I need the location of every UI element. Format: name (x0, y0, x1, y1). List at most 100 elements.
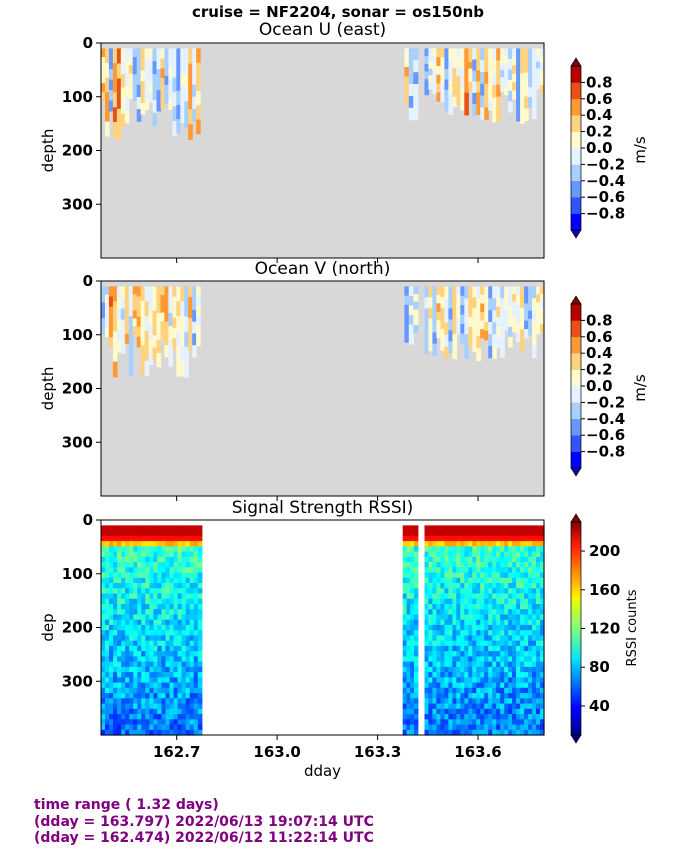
data-cell (484, 630, 489, 636)
data-cell (109, 724, 114, 731)
data-cell (440, 572, 445, 579)
data-cell (464, 546, 469, 553)
data-cell (173, 604, 179, 610)
data-cell (452, 322, 457, 335)
data-cell (532, 310, 537, 323)
data-cell (161, 645, 167, 652)
data-cell (508, 666, 513, 673)
data-cell (456, 567, 461, 574)
data-cell (452, 588, 457, 595)
data-cell (176, 119, 181, 134)
data-cell (133, 682, 138, 689)
data-cell (176, 90, 181, 106)
data-cell (414, 729, 419, 736)
data-cell (406, 630, 411, 636)
data-cell (410, 687, 415, 694)
data-cell (165, 698, 171, 705)
data-cell (460, 630, 465, 636)
data-cell (121, 604, 126, 610)
data-cell (484, 567, 489, 574)
data-cell (129, 588, 134, 595)
data-cell (472, 588, 477, 595)
data-cell (173, 598, 179, 605)
data-cell (121, 609, 126, 615)
colorbar-segment (571, 386, 581, 403)
data-cell (536, 541, 541, 547)
data-cell (476, 551, 481, 558)
data-cell (133, 609, 138, 615)
data-cell (528, 703, 533, 710)
data-cell (116, 108, 122, 125)
data-cell (440, 556, 445, 563)
data-cell (189, 572, 195, 579)
data-cell (113, 729, 118, 736)
data-cell (432, 614, 437, 621)
data-cell (109, 619, 114, 626)
data-cell (181, 666, 187, 673)
data-cell (185, 708, 191, 715)
data-cell (133, 666, 138, 673)
data-cell (169, 546, 175, 553)
data-cell (157, 677, 162, 684)
data-cell (128, 73, 134, 83)
data-cell (160, 321, 166, 331)
data-cell (456, 535, 461, 542)
data-cell (125, 635, 130, 642)
data-cell (181, 656, 187, 663)
data-cell (524, 624, 529, 631)
data-cell (536, 729, 541, 736)
data-cell (464, 92, 469, 105)
data-cell (149, 724, 154, 731)
data-cell (109, 687, 114, 694)
data-cell (480, 312, 485, 322)
data-cell (524, 604, 529, 610)
data-cell (452, 661, 457, 668)
data-cell (484, 583, 489, 589)
data-cell (132, 65, 138, 75)
data-cell (472, 572, 477, 579)
data-cell (121, 703, 126, 710)
data-cell (101, 708, 106, 715)
data-cell (145, 604, 150, 610)
data-cell (448, 319, 453, 331)
data-cell (165, 541, 171, 547)
data-cell (137, 666, 142, 673)
data-cell (141, 535, 146, 542)
data-cell (468, 588, 473, 595)
data-cell (424, 286, 430, 299)
data-cell (444, 322, 449, 336)
data-cell (196, 315, 201, 327)
data-cell (460, 286, 465, 297)
colorbar-gradient (571, 522, 581, 735)
data-cell (512, 656, 517, 663)
data-cell (181, 714, 187, 720)
data-cell (448, 666, 453, 673)
data-cell (480, 698, 485, 705)
data-cell (492, 85, 497, 98)
data-cell (165, 614, 171, 621)
data-cell (113, 640, 118, 647)
data-cell (508, 69, 513, 81)
data-cell (460, 546, 465, 553)
data-cell (428, 286, 433, 298)
data-cell (480, 645, 485, 652)
data-cell (440, 551, 445, 558)
data-cell (185, 677, 191, 684)
data-cell (121, 567, 126, 574)
data-cell (137, 719, 142, 726)
data-cell (173, 724, 179, 731)
data-cell (189, 535, 195, 542)
data-cell (177, 682, 183, 689)
data-cell (140, 81, 146, 93)
data-cell (496, 598, 501, 605)
data-cell (414, 677, 419, 684)
data-cell (440, 546, 445, 553)
data-cell (536, 719, 541, 726)
data-cell (149, 604, 154, 610)
data-cell (432, 320, 437, 333)
data-cell (456, 310, 461, 319)
data-cell (108, 100, 114, 112)
data-cell (141, 698, 146, 705)
data-cell (444, 729, 449, 736)
data-cell (129, 556, 134, 563)
